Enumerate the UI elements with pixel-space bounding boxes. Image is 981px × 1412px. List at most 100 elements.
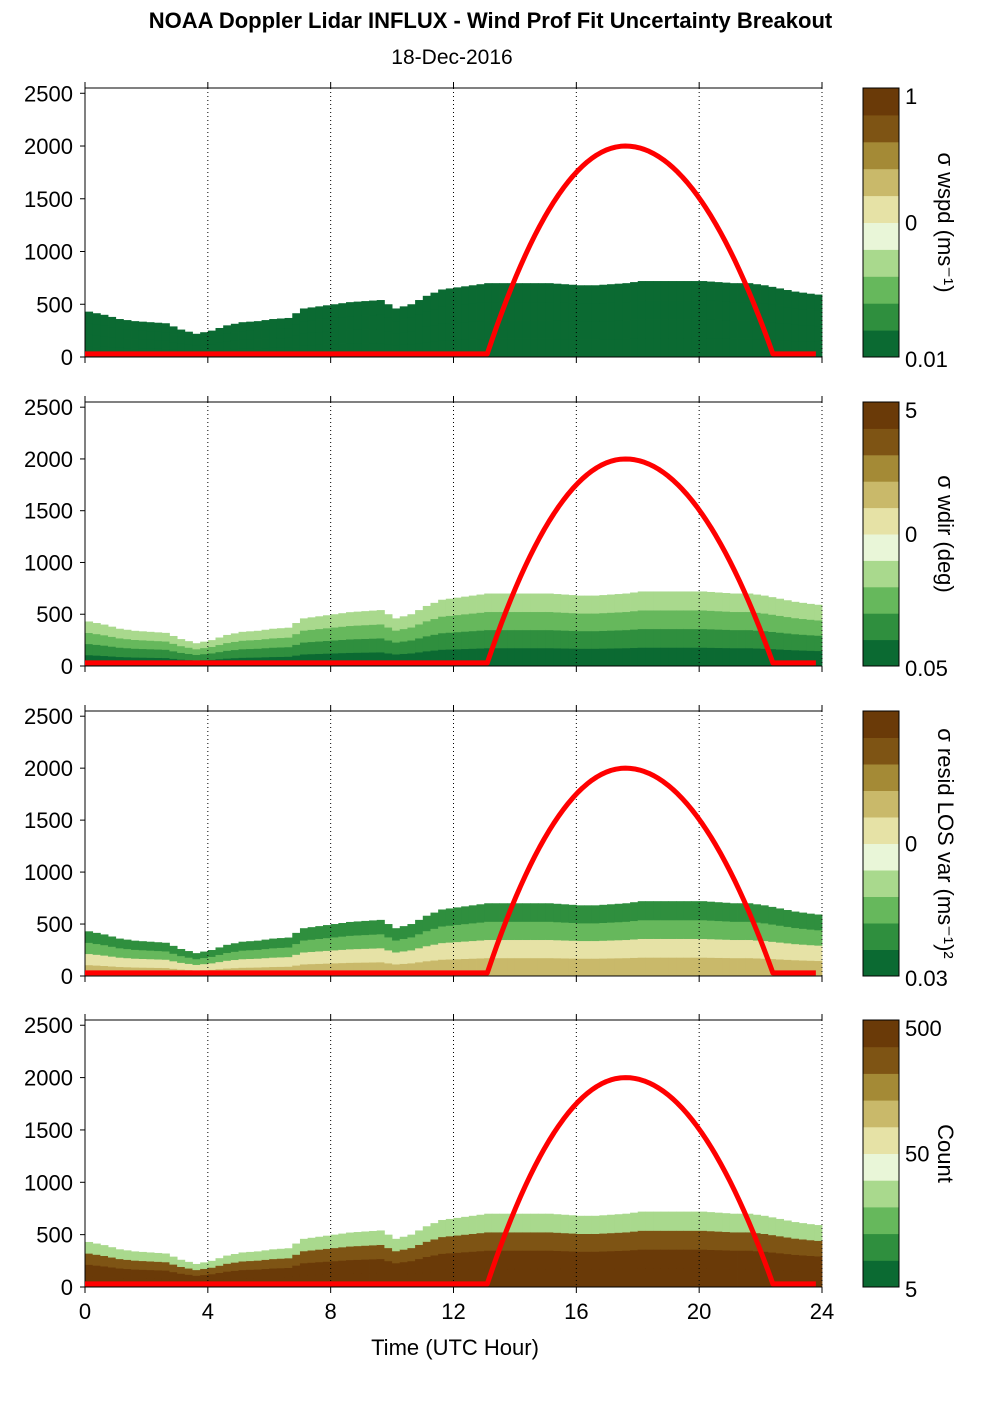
heatmap-cell [468, 303, 477, 322]
heatmap-cell [676, 300, 685, 320]
heatmap-cell [645, 938, 654, 958]
heatmap-cell [384, 937, 393, 951]
colorbar-swatch [863, 114, 899, 143]
heatmap-cell [691, 300, 700, 320]
heatmap-cell [491, 1213, 500, 1233]
heatmap-cell [484, 903, 493, 922]
heatmap-cell [791, 340, 800, 358]
heatmap-cell [806, 293, 815, 310]
heatmap-cell [299, 1238, 309, 1252]
heatmap-cell [722, 902, 731, 922]
heatmap-cell [438, 323, 447, 341]
heatmap-cell [346, 343, 355, 358]
heatmap-cell [691, 1230, 700, 1250]
heatmap-cell [200, 641, 209, 649]
colorbar-swatch [863, 764, 899, 791]
heatmap-cell [138, 958, 147, 968]
y-tick-label: 1000 [24, 1170, 73, 1195]
heatmap-cell [269, 957, 278, 968]
heatmap-cell [599, 922, 608, 941]
heatmap-cell [491, 921, 500, 941]
heatmap-cell [560, 648, 570, 667]
heatmap-cell [676, 628, 685, 648]
heatmap-cell [392, 618, 401, 631]
heatmap-cell [591, 940, 600, 959]
heatmap-cell [714, 338, 723, 358]
heatmap-cell [630, 902, 639, 922]
heatmap-cell [399, 963, 408, 977]
heatmap-cell [376, 314, 385, 329]
heatmap-cell [553, 648, 562, 667]
heatmap-cell [791, 617, 800, 635]
heatmap-cell [207, 1260, 216, 1268]
heatmap-cell [430, 1271, 439, 1288]
heatmap-cell [798, 650, 808, 667]
heatmap-cell [430, 340, 439, 358]
heatmap-cell [376, 610, 385, 625]
heatmap-cell [714, 1249, 723, 1269]
heatmap-cell [584, 648, 593, 667]
heatmap-cell [299, 928, 309, 941]
heatmap-cell [123, 638, 132, 649]
heatmap-cell [207, 956, 216, 964]
heatmap-cell [775, 322, 785, 341]
heatmap-cell [814, 341, 823, 358]
heatmap-cell [722, 593, 731, 612]
heatmap-cell [184, 647, 193, 654]
heatmap-cell [645, 1249, 654, 1269]
heatmap-cell [660, 957, 669, 977]
heatmap-cell [169, 650, 178, 659]
heatmap-cell [338, 343, 347, 358]
heatmap-cell [783, 290, 792, 308]
heatmap-cell [545, 283, 554, 303]
heatmap-cell [115, 319, 124, 329]
heatmap-cell [591, 1251, 600, 1270]
heatmap-cell [576, 595, 585, 614]
heatmap-cell [230, 951, 239, 961]
heatmap-cell [622, 939, 631, 959]
heatmap-cell [645, 628, 654, 648]
heatmap-cell [292, 1254, 301, 1266]
heatmap-cell [783, 943, 792, 960]
heatmap-cell [791, 324, 800, 342]
heatmap-cell [269, 1258, 278, 1269]
heatmap-cell [246, 330, 255, 340]
heatmap-cell [737, 921, 746, 941]
heatmap-cell [192, 958, 201, 965]
heatmap-cell [100, 335, 109, 347]
heatmap-cell [184, 957, 193, 964]
heatmap-cell [775, 1252, 785, 1271]
heatmap-cell [591, 285, 600, 304]
heatmap-cell [645, 319, 654, 339]
colorbar-swatch [863, 896, 899, 924]
heatmap-cell [430, 960, 439, 977]
heatmap-cell [768, 597, 777, 615]
heatmap-cell [783, 340, 792, 358]
heatmap-cell [407, 317, 416, 332]
heatmap-cell [169, 341, 178, 350]
heatmap-cell [131, 648, 140, 658]
heatmap-cell [660, 919, 669, 939]
heatmap-cell [215, 637, 224, 646]
heatmap-cell [169, 334, 178, 343]
heatmap-cell [246, 1269, 255, 1279]
heatmap-cell [453, 614, 462, 633]
colorbar-frame [862, 87, 900, 358]
heatmap-cell [85, 1241, 94, 1254]
heatmap-cell [491, 1268, 500, 1288]
heatmap-cell [476, 320, 485, 340]
heatmap-cell [637, 919, 646, 939]
heatmap-cell [706, 1230, 715, 1250]
heatmap-cell [338, 962, 347, 977]
heatmap-cell [645, 957, 654, 977]
heatmap-cell [177, 645, 186, 653]
colorbar-swatch [863, 249, 899, 277]
colorbar-swatch [863, 303, 899, 331]
heatmap-cell [806, 1224, 815, 1241]
heatmap-cell [369, 624, 378, 639]
heatmap-cell [660, 591, 669, 611]
heatmap-cell [369, 300, 378, 316]
heatmap-cell [315, 1236, 324, 1250]
heatmap-cell [445, 632, 454, 650]
heatmap-cell [85, 311, 94, 324]
